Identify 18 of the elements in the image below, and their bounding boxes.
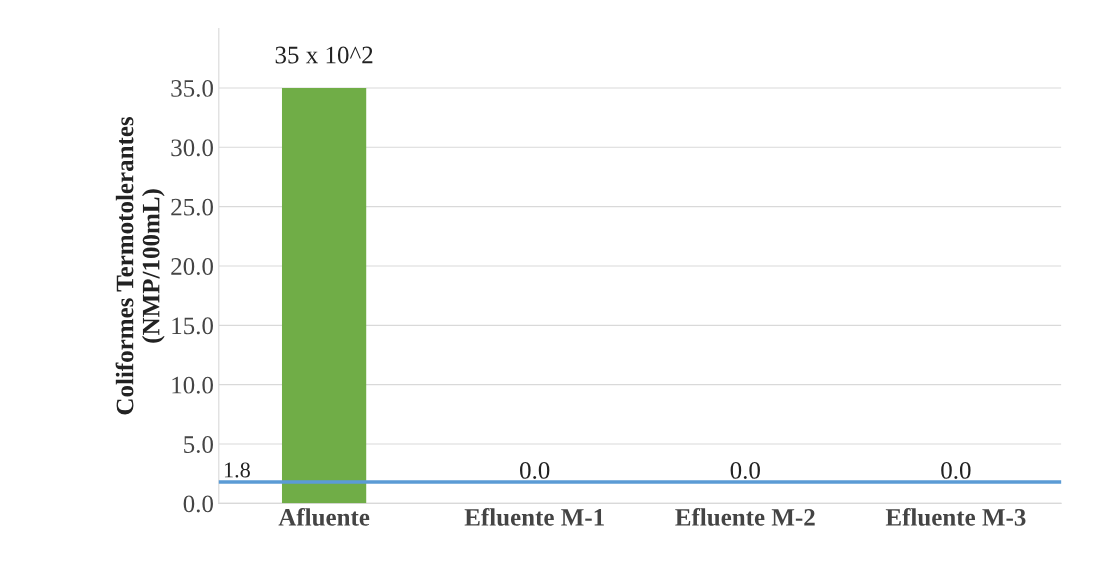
data-label: 0.0 [520,461,550,479]
y-tick-label: 20.0 [171,258,213,276]
y-tick-label: 35.0 [171,79,213,97]
x-tick-label: Efluente M-1 [464,507,604,526]
y-tick-label: 5.0 [184,436,213,454]
data-label: 0.0 [730,461,760,479]
annotation: 35 x 10^2 [275,46,373,64]
y-tick-label: 15.0 [172,317,213,335]
x-tick-label: Afluente [278,507,370,526]
x-tick-label: Efluente M-3 [885,507,1026,526]
y-axis-title: Coliformes Termotolerantes (NMP/100mL) [115,116,165,415]
ref-line-label: 1.8 [224,462,250,478]
y-tick-label: 30.0 [171,139,213,157]
x-tick-label: Efluente M-2 [675,507,815,526]
y-tick-label: 10.0 [172,376,213,394]
y-tick-label: 25.0 [171,198,213,216]
y-tick-label: 0.0 [183,495,213,513]
data-label: 0.0 [941,461,971,479]
